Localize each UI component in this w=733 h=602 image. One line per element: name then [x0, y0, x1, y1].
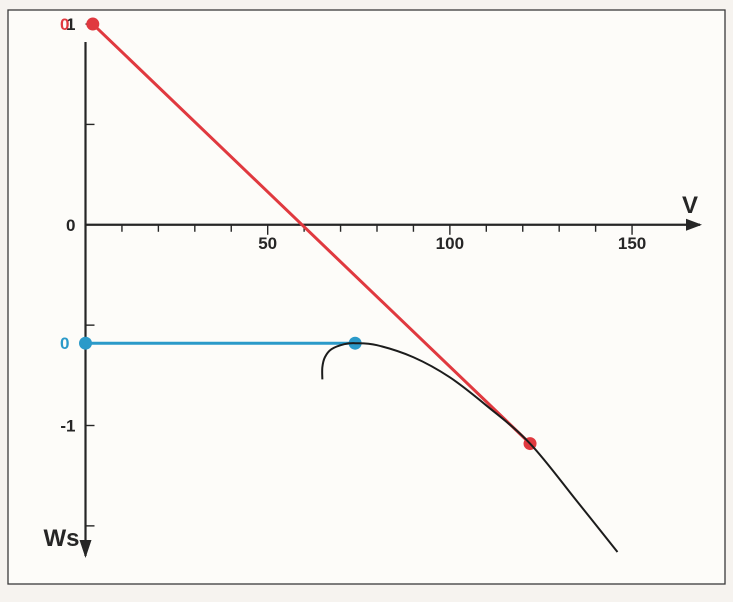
x-axis-arrow [686, 218, 702, 231]
x-tick-label: 50 [258, 234, 277, 253]
x-tick-label: 100 [436, 234, 464, 253]
series-marker-0 [86, 17, 100, 31]
y-tick-label: -1 [60, 417, 75, 436]
x-axis-title: V [682, 192, 698, 219]
y-axis-arrow [79, 540, 92, 558]
chart-frame [7, 9, 726, 585]
y-axis-title: Ws [44, 525, 80, 552]
x-tick-label: 150 [618, 234, 646, 253]
series-line-0 [91, 22, 532, 445]
annotation-label: 0 [60, 334, 69, 353]
series-marker-1 [79, 336, 93, 350]
y-tick-label: 1 [66, 15, 75, 34]
annotation-label: 0 [60, 15, 69, 34]
y-tick-label: 0 [66, 216, 75, 235]
series-curve-2 [321, 342, 619, 553]
